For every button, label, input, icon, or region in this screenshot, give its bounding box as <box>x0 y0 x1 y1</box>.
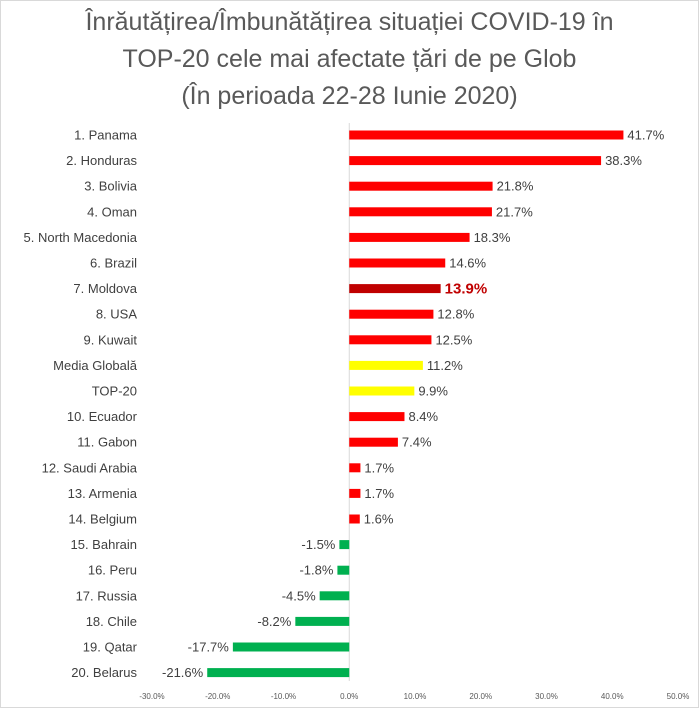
bar <box>349 514 360 524</box>
data-label: -21.6% <box>162 665 204 680</box>
data-label: -4.5% <box>282 588 316 603</box>
bar <box>349 386 415 396</box>
data-label: 14.6% <box>449 256 486 271</box>
category-label: 16. Peru <box>88 563 137 578</box>
data-label: 12.5% <box>435 332 472 347</box>
category-label: 20. Belarus <box>71 665 137 680</box>
x-tick-label: -30.0% <box>139 692 164 701</box>
bar <box>349 463 361 473</box>
category-label: 3. Bolivia <box>84 179 138 194</box>
data-label: 1.7% <box>364 486 394 501</box>
data-label: 9.9% <box>418 384 448 399</box>
data-label: 18.3% <box>474 230 511 245</box>
category-label: 11. Gabon <box>77 435 137 450</box>
bar <box>337 565 350 575</box>
category-label: 19. Qatar <box>83 640 138 655</box>
bar <box>349 156 602 166</box>
data-label: 1.6% <box>364 512 394 527</box>
data-label: 11.2% <box>427 358 463 373</box>
data-label: 13.9% <box>445 281 488 298</box>
x-tick-label: 50.0% <box>667 692 690 701</box>
bar <box>349 207 492 217</box>
x-tick-label: 30.0% <box>535 692 558 701</box>
category-label: 8. USA <box>96 307 138 322</box>
data-label: 21.8% <box>497 179 534 194</box>
bar <box>349 284 441 294</box>
category-label: 12. Saudi Arabia <box>42 460 138 475</box>
category-label: TOP-20 <box>92 384 137 399</box>
data-label: 21.7% <box>496 204 533 219</box>
category-label: 15. Bahrain <box>71 537 138 552</box>
bar <box>207 668 350 678</box>
bar <box>349 335 432 345</box>
bar <box>349 309 434 319</box>
category-label: Media Globală <box>53 358 138 373</box>
data-label: -1.8% <box>299 563 333 578</box>
data-label: 8.4% <box>408 409 438 424</box>
bar <box>349 181 493 191</box>
bar <box>349 360 423 370</box>
category-label: 9. Kuwait <box>84 332 138 347</box>
category-label: 18. Chile <box>86 614 137 629</box>
x-tick-label: -10.0% <box>271 692 296 701</box>
bar <box>349 258 446 268</box>
x-tick-label: -20.0% <box>205 692 230 701</box>
x-tick-label: 40.0% <box>601 692 624 701</box>
data-label: 41.7% <box>627 128 664 143</box>
category-label: 1. Panama <box>74 128 138 143</box>
bar <box>232 642 350 652</box>
x-tick-label: 20.0% <box>469 692 492 701</box>
category-label: 14. Belgium <box>68 512 137 527</box>
bar <box>349 130 624 140</box>
category-label: 4. Oman <box>87 204 137 219</box>
data-label: -1.5% <box>301 537 335 552</box>
category-label: 5. North Macedonia <box>24 230 138 245</box>
bar <box>349 488 361 498</box>
category-label: 10. Ecuador <box>67 409 138 424</box>
chart-title-line-3: (În perioada 22-28 Iunie 2020) <box>181 82 518 110</box>
x-tick-label: 0.0% <box>340 692 358 701</box>
bar <box>349 412 405 422</box>
data-label: 38.3% <box>605 153 642 168</box>
data-label: 1.7% <box>364 460 394 475</box>
bar <box>339 540 350 550</box>
chart-title-line-1: Înrăutățirea/Îmbunătățirea situației COV… <box>85 8 614 36</box>
bar <box>349 232 470 242</box>
chart-title: Înrăutățirea/Îmbunătățirea situației COV… <box>0 4 699 115</box>
bar <box>319 591 350 601</box>
data-label: -8.2% <box>257 614 291 629</box>
category-label: 6. Brazil <box>90 256 137 271</box>
data-label: 7.4% <box>402 435 432 450</box>
category-label: 7. Moldova <box>73 281 137 296</box>
category-label: 17. Russia <box>76 588 138 603</box>
chart-title-line-2: TOP-20 cele mai afectate țări de pe Glob <box>122 45 577 73</box>
category-label: 13. Armenia <box>68 486 138 501</box>
data-label: 12.8% <box>437 307 474 322</box>
bar <box>295 616 350 626</box>
category-label: 2. Honduras <box>66 153 137 168</box>
x-tick-label: 10.0% <box>404 692 427 701</box>
bar <box>349 437 398 447</box>
data-label: -17.7% <box>188 640 230 655</box>
